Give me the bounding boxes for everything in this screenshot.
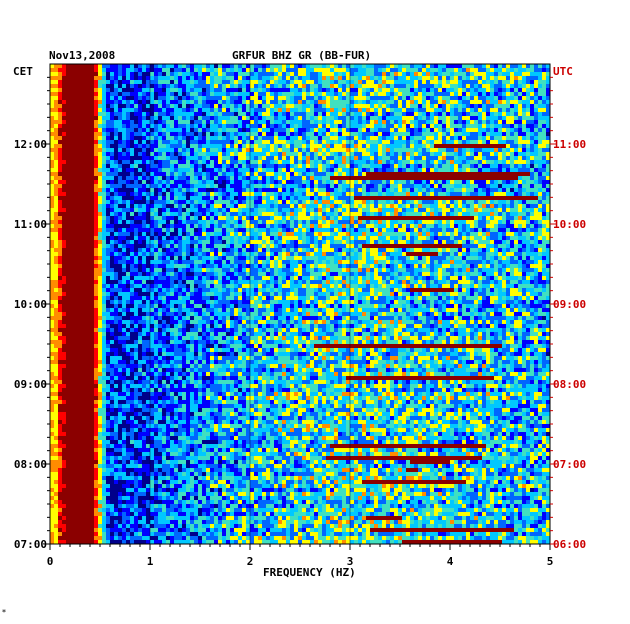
axis-ticks: 0 1 2 3 4 5 07:00 08:00 09:00 10:00 11:00 12:00 06:0… (14, 76, 586, 568)
x-axis-label: FREQUENCY (HZ) (263, 566, 356, 579)
cet-tick-label: 09:00 (14, 378, 47, 391)
utc-tick-label: 08:00 (553, 378, 586, 391)
cet-tick-label: 10:00 (14, 298, 47, 311)
x-tick-label: 0 (47, 555, 54, 568)
x-tick-label: 1 (147, 555, 154, 568)
x-tick-label: 5 (547, 555, 554, 568)
cet-tick-label: 07:00 (14, 538, 47, 551)
utc-tick-label: 10:00 (553, 218, 586, 231)
utc-tick-label: 11:00 (553, 138, 586, 151)
footer-mark: * (2, 608, 6, 617)
x-tick-label: 4 (447, 555, 454, 568)
left-timezone-label: CET (13, 65, 33, 78)
right-timezone-label: UTC (553, 65, 573, 78)
x-tick-label: 2 (247, 555, 254, 568)
utc-tick-label: 09:00 (553, 298, 586, 311)
cet-tick-label: 11:00 (14, 218, 47, 231)
cet-tick-label: 08:00 (14, 458, 47, 471)
x-tick-label: 3 (347, 555, 354, 568)
spectrogram-heatmap (50, 64, 551, 545)
chart-title: GRFUR BHZ GR (BB-FUR) (232, 49, 371, 62)
utc-tick-label: 06:00 (553, 538, 586, 551)
utc-tick-label: 07:00 (553, 458, 586, 471)
cet-tick-label: 12:00 (14, 138, 47, 151)
chart-date: Nov13,2008 (49, 49, 115, 62)
